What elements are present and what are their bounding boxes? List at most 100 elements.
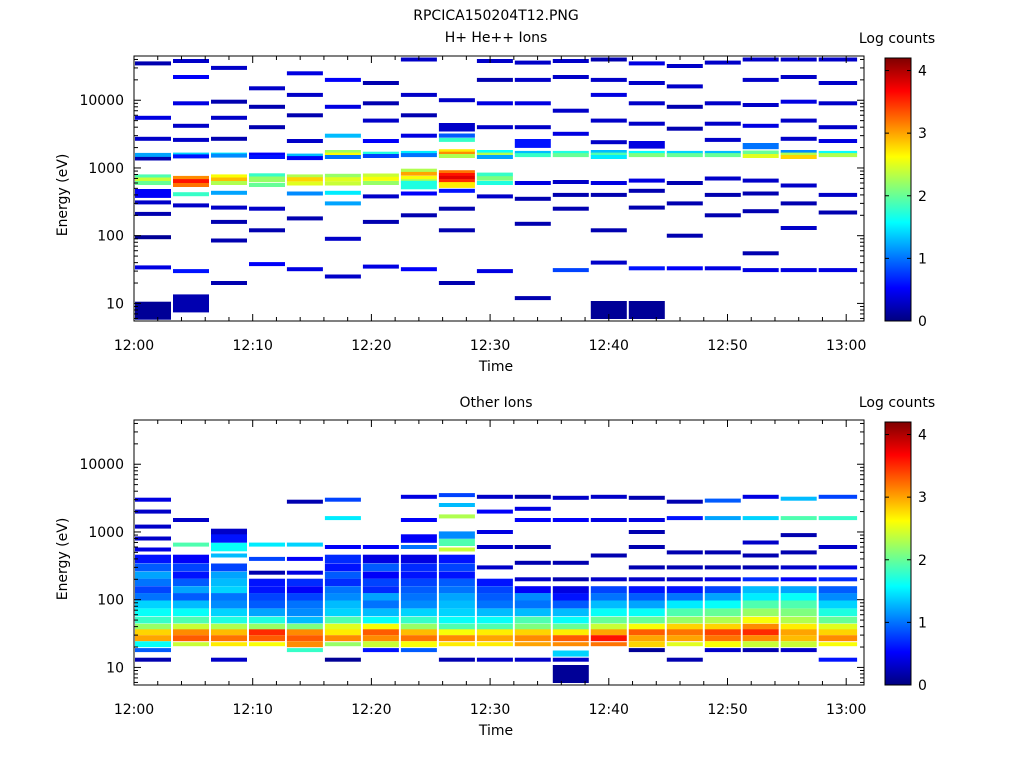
colorbar: Log counts 0 1 2 3 4 (859, 395, 935, 694)
heatmap-cell (666, 64, 703, 68)
heatmap-cell (249, 86, 285, 91)
heatmap-cell (514, 623, 551, 630)
figure-title: RPCICA150204T12.PNG (413, 8, 578, 24)
heatmap-cell (666, 181, 703, 185)
heatmap-cell (135, 586, 171, 594)
heatmap-cell (742, 648, 779, 653)
heatmap-cell (211, 99, 247, 104)
heatmap-cell (438, 137, 475, 142)
heatmap-cell (362, 571, 399, 579)
heatmap-cell (742, 494, 779, 499)
heatmap-cell (324, 77, 361, 82)
heatmap-cell (324, 554, 361, 564)
heatmap-cell (135, 200, 171, 205)
heatmap-cell (780, 600, 817, 609)
heatmap-cell (552, 180, 589, 184)
heatmap-cell (818, 616, 858, 624)
heatmap-cell (780, 118, 817, 123)
heatmap-cell (362, 623, 399, 630)
heatmap-cell (438, 173, 475, 177)
heatmap-cell (324, 657, 361, 662)
heatmap-cell (400, 494, 437, 499)
heatmap-cell (514, 181, 551, 185)
heatmap-cell (818, 150, 858, 154)
heatmap-cell (628, 641, 665, 648)
heatmap-cell (476, 600, 513, 609)
heatmap-cell (552, 131, 589, 136)
heatmap-cell (666, 593, 703, 601)
heatmap-cell (590, 192, 627, 197)
heatmap-cell (780, 623, 817, 630)
heatmap-cell (742, 600, 779, 609)
heatmap-cell (438, 228, 475, 233)
heatmap-cell (438, 154, 475, 158)
heatmap-cell (590, 301, 627, 319)
x-axis-label: Time (478, 723, 513, 739)
heatmap-cell (704, 641, 741, 648)
heatmap-cell (400, 534, 437, 543)
heatmap-cell (173, 75, 209, 79)
heatmap-cell (438, 182, 475, 188)
heatmap-cell (742, 540, 779, 545)
heatmap-cell (590, 92, 627, 97)
heatmap-cell (400, 648, 437, 653)
heatmap-cell (818, 545, 858, 549)
heatmap-cell (211, 593, 247, 601)
heatmap-cell (666, 565, 703, 570)
heatmap-cell (173, 600, 209, 609)
heatmap-cell (476, 545, 513, 549)
heatmap-cell (400, 113, 437, 118)
heatmap-cell (438, 149, 475, 153)
heatmap-cell (628, 141, 665, 149)
heatmap-cell (249, 642, 285, 647)
heatmap-cell (324, 600, 361, 609)
y-tick-label: 10000 (79, 457, 124, 473)
heatmap-cell (173, 608, 209, 617)
heatmap-cell (666, 550, 703, 555)
heatmap-cell (552, 192, 589, 197)
y-tick-label: 10 (106, 660, 124, 676)
heatmap-cell (514, 560, 551, 565)
heatmap-cell (476, 657, 513, 662)
heatmap-cell (628, 153, 665, 158)
heatmap-cell (552, 586, 589, 594)
heatmap-cell (818, 593, 858, 601)
heatmap-cell (173, 192, 209, 197)
heatmap-cell (666, 616, 703, 624)
heatmap-cell (135, 265, 171, 270)
heatmap-cell (742, 57, 779, 62)
heatmap-cell (211, 219, 247, 224)
heatmap-cell (628, 616, 665, 624)
heatmap-cell (818, 139, 858, 143)
heatmap-cell (476, 629, 513, 636)
y-axis: 10 100 1000 10000 (79, 58, 864, 319)
heatmap-cell (400, 191, 437, 196)
heatmap-cell (476, 578, 513, 587)
heatmap-cell (590, 518, 627, 522)
colorbar-tick-label: 1 (918, 251, 927, 267)
heatmap-cell (438, 629, 475, 636)
heatmap-cell (324, 563, 361, 572)
heatmap-cell (249, 152, 285, 156)
heatmap-cell (476, 269, 513, 274)
heatmap-cell (438, 133, 475, 138)
heatmap-cell (476, 176, 513, 181)
heatmap-cell (780, 550, 817, 555)
heatmap-cell (249, 635, 285, 642)
heatmap-cell (514, 296, 551, 301)
heatmap-cell (438, 179, 475, 183)
heatmap-cell (742, 123, 779, 128)
heatmap-cell (514, 608, 551, 617)
heatmap-cell (135, 641, 171, 648)
heatmap-cell (476, 150, 513, 153)
heatmap-cell (324, 629, 361, 636)
heatmap-cell (286, 556, 323, 561)
colorbar-gradient (884, 421, 912, 686)
x-axis: 12:00 12:10 12:20 12:30 12:40 12:50 13:00 (114, 56, 866, 354)
heatmap-cell (249, 578, 285, 587)
heatmap-cell (135, 547, 171, 552)
heatmap-cell (780, 608, 817, 617)
heatmap-cell (476, 155, 513, 159)
heatmap-cell (249, 608, 285, 617)
